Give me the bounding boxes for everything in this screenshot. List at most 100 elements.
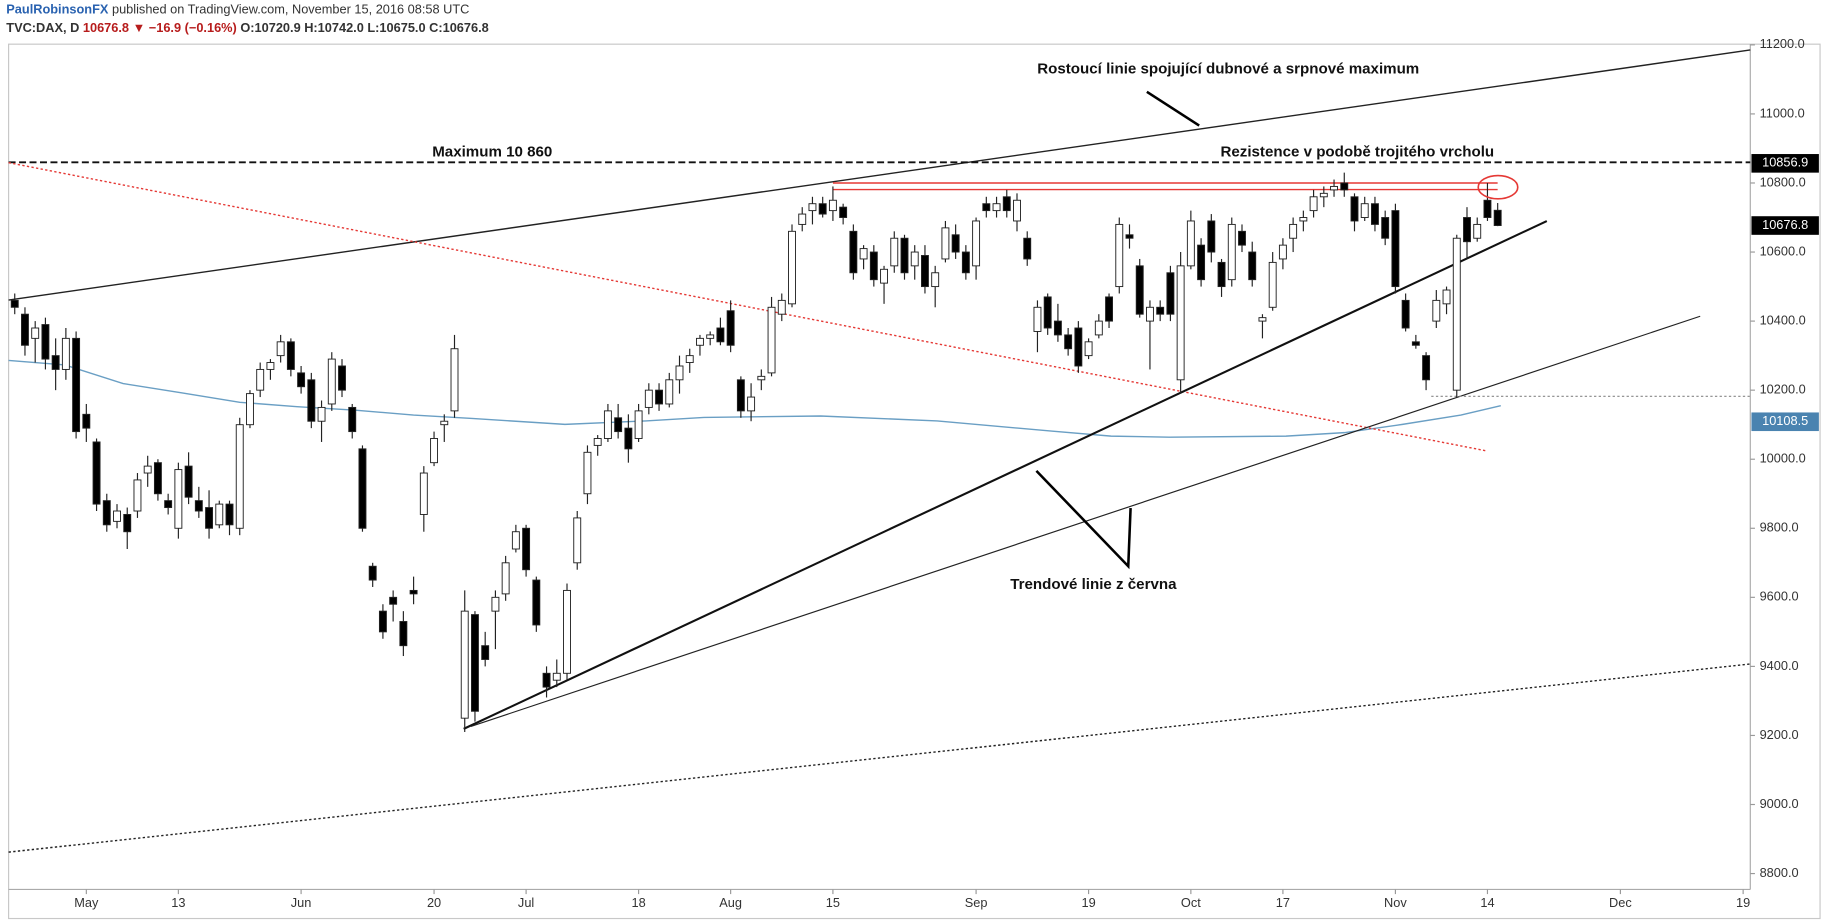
candle-body	[21, 313, 29, 346]
annotation-pointers	[1035, 90, 1200, 570]
candle-body	[511, 531, 520, 550]
candle-body	[522, 527, 531, 571]
x-tick-label: Oct	[1181, 895, 1201, 910]
candle-body	[788, 230, 796, 305]
candle-body	[1176, 265, 1185, 381]
candle-body	[1033, 306, 1042, 332]
candle-body	[1248, 251, 1257, 281]
candle-body	[736, 379, 745, 412]
candle-body	[1125, 234, 1134, 239]
price-label: 10108.5	[1762, 413, 1808, 428]
candle-body	[92, 441, 101, 505]
x-tick-label: 19	[1736, 895, 1750, 910]
x-tick-label: 14	[1480, 895, 1494, 910]
candle-body	[1360, 203, 1369, 218]
candle-body	[1013, 199, 1021, 222]
candle-body	[358, 448, 367, 529]
candle-body	[982, 203, 991, 212]
close: C:10676.8	[429, 20, 489, 35]
candle-body	[194, 500, 203, 512]
candle-body	[1146, 306, 1154, 322]
candle-body	[859, 248, 868, 260]
candle-body	[900, 237, 909, 274]
y-tick-label: 10400.0	[1760, 312, 1806, 327]
y-tick-label: 9400.0	[1760, 658, 1799, 673]
x-tick-label: 17	[1276, 895, 1290, 910]
y-tick-label: 10600.0	[1760, 243, 1806, 258]
candle-body	[1442, 289, 1451, 305]
candle-body	[184, 465, 193, 498]
candle-body	[1452, 237, 1461, 391]
line	[463, 220, 1548, 730]
x-tick-label: Dec	[1609, 895, 1632, 910]
candle-body	[1094, 320, 1103, 336]
candle-body	[716, 327, 725, 343]
candle-body	[378, 610, 387, 633]
candle-body	[961, 251, 970, 274]
candle-body	[1023, 237, 1032, 260]
candle-body	[573, 517, 582, 564]
candle-body	[450, 348, 459, 412]
candle-body	[1105, 296, 1113, 322]
candle-body	[1463, 217, 1471, 243]
highlight-ellipse	[1477, 174, 1519, 200]
candle-body	[1115, 223, 1124, 288]
candle-body	[951, 234, 960, 253]
price-label: 10676.8	[1762, 217, 1808, 232]
candle-body	[1238, 230, 1246, 246]
candle-body	[593, 438, 602, 446]
candle-body	[839, 206, 848, 218]
candle-body	[164, 500, 173, 509]
candle-body	[51, 355, 60, 370]
candle-body	[992, 203, 1001, 212]
candle-body	[655, 389, 664, 405]
candle-body	[931, 272, 940, 288]
frame	[8, 43, 1821, 920]
y-tick-label: 9800.0	[1760, 520, 1799, 535]
candle-body	[1289, 223, 1298, 239]
candle-body	[481, 645, 490, 660]
candle-body	[123, 513, 132, 533]
candle-body	[1473, 223, 1482, 239]
candle-body	[1319, 192, 1328, 198]
candle-body	[409, 589, 418, 595]
candle-body	[471, 614, 479, 712]
y-tick-label: 9600.0	[1760, 589, 1799, 604]
candle-body	[1074, 327, 1083, 367]
candle-body	[1217, 261, 1226, 288]
candle-body	[880, 268, 889, 284]
x-tick-label: Nov	[1384, 895, 1407, 910]
annotation: Rezistence v podobě trojitého vrcholu	[1220, 143, 1494, 160]
candle-body	[552, 672, 561, 681]
x-tick-label: 18	[631, 895, 645, 910]
high: H:10742.0	[304, 20, 364, 35]
candle-body	[61, 337, 70, 370]
candle-body	[1432, 299, 1441, 322]
author[interactable]: PaulRobinsonFX	[6, 2, 109, 17]
candle-body	[72, 337, 81, 433]
candle-body	[1381, 217, 1390, 239]
symbol: TVC:DAX, D	[6, 20, 79, 35]
candle-body	[1207, 220, 1216, 253]
candle-body	[174, 469, 183, 529]
candle-body	[1391, 210, 1400, 288]
candle-body	[603, 410, 612, 439]
candle-body	[696, 337, 704, 346]
candle-body	[368, 565, 377, 581]
candle-body	[1278, 244, 1287, 260]
x-tick-label: 15	[826, 895, 840, 910]
candle-body	[583, 451, 592, 495]
candle-body	[1299, 217, 1308, 222]
candle-body	[624, 427, 633, 450]
candle-body	[348, 406, 357, 433]
candle-body	[542, 672, 551, 688]
candle-body	[1135, 265, 1144, 315]
candle-body	[102, 500, 111, 526]
open: O:10720.9	[240, 20, 300, 35]
symbol-line: TVC:DAX, D 10676.8 ▼ −16.9 (−0.16%) O:10…	[6, 20, 488, 35]
candle-body	[143, 465, 152, 474]
y-tick-label: 9000.0	[1760, 796, 1799, 811]
candle-body	[675, 365, 684, 381]
candle-body	[941, 227, 950, 260]
candle-body	[706, 334, 715, 339]
